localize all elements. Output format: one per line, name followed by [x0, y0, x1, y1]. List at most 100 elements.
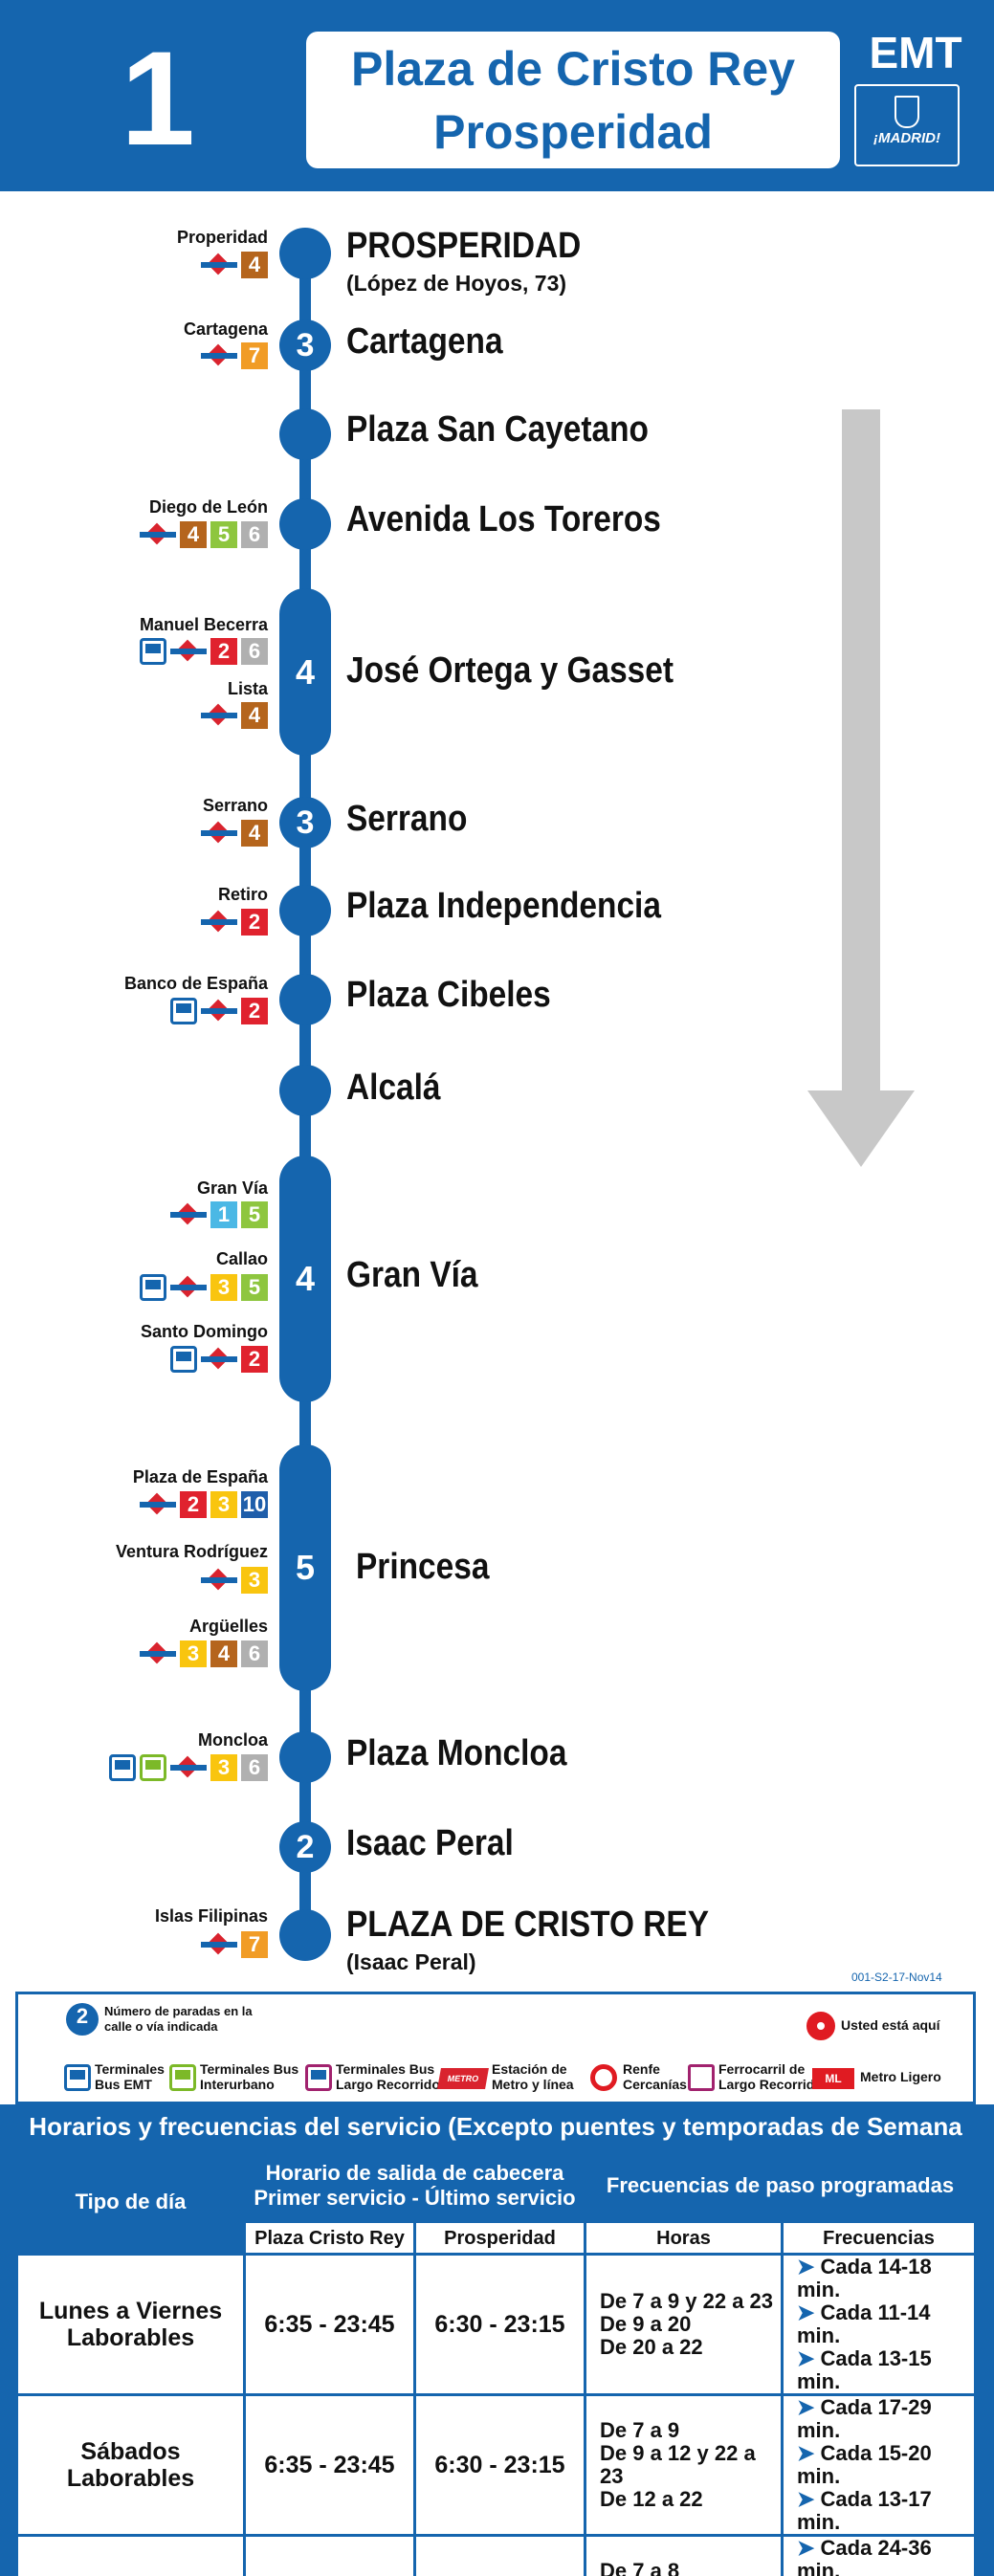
metro-icon — [201, 254, 237, 275]
metro-line-badge: 4 — [241, 820, 268, 847]
metro-line-badge: 5 — [241, 1201, 268, 1228]
header-from-cristo-rey: Plaza Cristo Rey — [243, 2220, 416, 2256]
emt-bus-terminal-icon — [140, 1274, 166, 1301]
metro-line-badge: 2 — [241, 1346, 268, 1373]
metro-line-badge: 3 — [241, 1567, 268, 1594]
emt-logo: EMT — [869, 28, 962, 77]
hours-cell: De 7 a 9 De 9 a 12 y 22 a 23 De 12 a 22 — [584, 2393, 784, 2537]
stop-count-badge: 4 — [279, 1156, 331, 1402]
direction-arrow-head-icon — [807, 1090, 915, 1167]
connection-lines: 3 5 — [140, 1274, 268, 1301]
metro-line-badge: 4 — [241, 252, 268, 278]
stop-dot — [279, 228, 331, 279]
freq-cell: Cada 24-36 min.Cada 19-25 min.Cada 15-19… — [781, 2534, 977, 2576]
hours-line: De 20 a 22 — [600, 2335, 703, 2359]
table-row: Sábados Laborables 6:35 - 23:45 6:30 - 23… — [15, 2393, 977, 2537]
metro-line-badge: 7 — [241, 342, 268, 369]
metro-icon — [170, 641, 207, 662]
stop-dot — [279, 974, 331, 1025]
header-from-prosperidad: Prosperidad — [413, 2220, 586, 2256]
destination-box: Plaza de Cristo Rey Prosperidad — [306, 32, 840, 168]
metro-icon — [201, 823, 237, 844]
metro-legend-icon: METRO — [437, 2068, 489, 2089]
long-distance-bus-legend-icon — [305, 2064, 332, 2091]
departure-cristo-rey: 7:00 - 23:45 — [243, 2534, 416, 2576]
madrid-logo: ¡MADRID! — [854, 84, 960, 166]
you-are-here-icon — [806, 2012, 835, 2040]
stop-name: Plaza San Cayetano — [346, 409, 649, 450]
metro-icon — [201, 1349, 237, 1370]
header-departure-line1: Horario de salida de cabecera — [265, 2160, 564, 2185]
connection-lines: 4 — [201, 702, 268, 729]
connection-lines: 2 3 10 — [140, 1491, 268, 1518]
stop-name: Plaza Moncloa — [346, 1733, 567, 1773]
connection-label: Diego de León — [148, 497, 268, 517]
hours-line: De 12 a 22 — [600, 2487, 703, 2511]
connection-lines: 4 — [201, 820, 268, 847]
freq-cell: Cada 17-29 min.Cada 15-20 min.Cada 13-17… — [781, 2393, 977, 2537]
legend-item: Renfe Cercanías — [623, 2061, 687, 2092]
metro-line-badge: 2 — [210, 638, 237, 665]
day-type-cell: Domingos yFestivos — [15, 2534, 246, 2576]
stop-name: Princesa — [356, 1547, 490, 1587]
connection-label: Callao — [215, 1249, 268, 1268]
stop-name: Cartagena — [346, 321, 503, 362]
metro-icon — [201, 705, 237, 726]
hours-line: De 9 a 12 y 22 a 23 — [600, 2441, 756, 2488]
connection-lines: 7 — [201, 342, 268, 369]
stop-name: Alcalá — [346, 1068, 441, 1108]
stop-dot — [279, 1909, 331, 1961]
departure-cristo-rey: 6:35 - 23:45 — [243, 2393, 416, 2537]
direction-arrow-icon — [842, 409, 880, 1098]
stop-name: Isaac Peral — [346, 1823, 514, 1863]
connection-lines: 2 — [170, 1346, 268, 1373]
metro-line-badge: 6 — [241, 1640, 268, 1667]
stop-dot — [279, 885, 331, 936]
connection-label: Argüelles — [188, 1617, 268, 1636]
day-type-cell: Sábados Laborables — [15, 2393, 246, 2537]
schedule-table: Tipo de día Horario de salida de cabecer… — [15, 2147, 977, 2576]
metro-line-badge: 1 — [210, 1201, 237, 1228]
emt-bus-terminal-icon — [140, 638, 166, 665]
stop-name: Serrano — [346, 799, 468, 839]
legend: 2 Número de paradas en la calle o vía in… — [15, 1992, 976, 2104]
connection-lines: 2 — [201, 909, 268, 936]
metro-line-badge: 6 — [241, 638, 268, 665]
madrid-logo-text: ¡MADRID! — [873, 130, 940, 146]
metro-line-badge: 2 — [241, 909, 268, 936]
metro-line-badge: 3 — [210, 1274, 237, 1301]
legend-item: Terminales Bus Interurbano — [200, 2061, 299, 2092]
emt-bus-terminal-icon — [170, 998, 197, 1024]
metro-icon — [201, 1934, 237, 1955]
metro-line-badge: 3 — [210, 1491, 237, 1518]
stop-name: Plaza Cibeles — [346, 975, 551, 1015]
renfe-legend-icon — [590, 2064, 617, 2091]
connection-lines: 1 5 — [170, 1201, 268, 1228]
metro-line-badge: 2 — [180, 1491, 207, 1518]
interurban-bus-legend-icon — [169, 2064, 196, 2091]
stop-count-badge: 4 — [279, 588, 331, 756]
day-type-line1: Lunes a Viernes — [38, 2298, 223, 2324]
stop-dot — [279, 408, 331, 460]
stop-count-badge: 3 — [279, 319, 331, 371]
header-freqs: Frecuencias — [781, 2220, 977, 2256]
metro-icon — [140, 1494, 176, 1515]
metro-line-badge: 4 — [180, 521, 207, 548]
legend-item: Estación de Metro y línea — [492, 2061, 574, 2092]
legend-you-are-here: Usted está aquí — [841, 2017, 940, 2033]
emt-bus-terminal-icon — [109, 1754, 136, 1781]
schedule-title: Horarios y frecuencias del servicio (Exc… — [29, 2112, 962, 2179]
connection-lines: 2 — [170, 998, 268, 1024]
route-code: 001-S2-17-Nov14 — [851, 1971, 942, 1984]
stop-count-badge: 5 — [279, 1444, 331, 1691]
legend-stop-count-text: Número de paradas en la calle o vía indi… — [104, 2004, 253, 2034]
legend-item: Terminales Bus Largo Recorrido — [336, 2061, 440, 2092]
connection-label: Properidad — [176, 228, 268, 247]
connection-label: Banco de España — [123, 974, 268, 993]
stop-count-badge: 2 — [279, 1821, 331, 1873]
connection-lines: 4 — [201, 252, 268, 278]
day-type-line1: Sábados — [80, 2438, 181, 2465]
metro-icon — [140, 1643, 176, 1664]
connection-label: Gran Vía — [196, 1178, 268, 1198]
